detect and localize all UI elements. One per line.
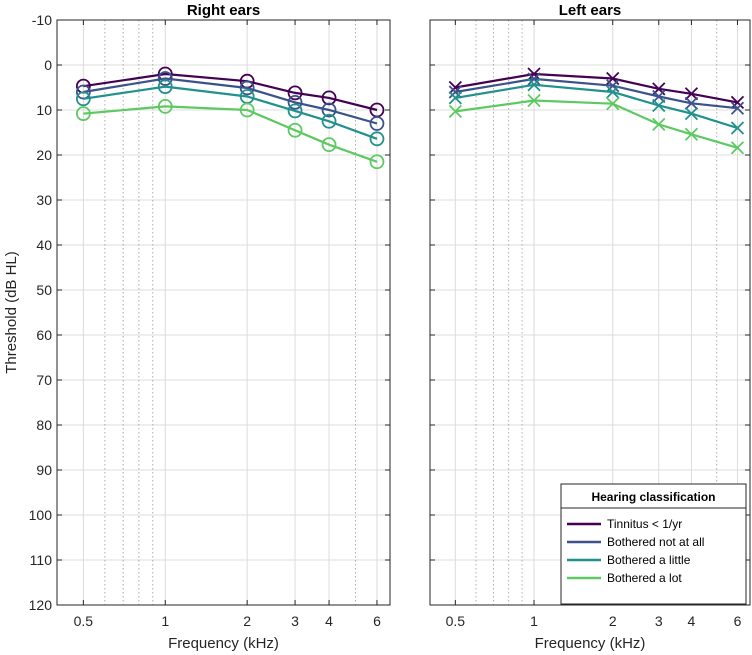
y-tick-label: 40 (36, 237, 52, 253)
right-ears-x-tick-label: 4 (325, 613, 333, 629)
right-ears-series-line (83, 105, 378, 163)
right-ears-x-tick-label: 3 (291, 613, 299, 629)
y-tick-label: 70 (36, 372, 52, 388)
y-tick-label: 10 (36, 102, 52, 118)
y-tick-label: 20 (36, 147, 52, 163)
right-ears-data-point (369, 131, 385, 147)
right-ears-title: Right ears (187, 2, 260, 19)
left-ears-data-point (684, 106, 699, 121)
left-ears-series-line (455, 99, 738, 149)
right-ears-data-point (239, 102, 255, 118)
y-tick-label: 80 (36, 417, 52, 433)
right-ears-x-tick-label: 2 (243, 613, 251, 629)
left-ears-data-point (527, 67, 541, 81)
y-tick-label: 0 (44, 57, 52, 73)
left-ears-x-tick-label: 3 (655, 613, 663, 629)
left-ears-data-point (684, 87, 699, 101)
right-ears-x-axis-label: Frequency (kHz) (168, 635, 279, 652)
left-ears-data-point (527, 72, 541, 86)
left-ears-data-point (606, 97, 620, 111)
right-ears-series-line (83, 77, 378, 125)
left-ears-data-point (652, 98, 666, 113)
right-ears-series-line (83, 72, 378, 112)
left-ears-data-point (448, 91, 462, 105)
y-tick-label: 120 (29, 597, 53, 613)
legend-item-label: Bothered not at all (607, 535, 704, 549)
left-ears-x-tick-label: 4 (688, 613, 696, 629)
left-ears-data-point (606, 79, 620, 93)
left-ears-title: Left ears (559, 2, 622, 19)
right-ears-data-point (75, 91, 91, 107)
right-ears-x-tick-label: 1 (161, 613, 169, 629)
right-ears-data-point (287, 103, 303, 119)
y-tick-label: 110 (30, 552, 53, 568)
left-ears-data-point (527, 78, 541, 92)
right-ears-axes-box (56, 19, 391, 606)
left-ears-x-tick-label: 6 (734, 613, 742, 629)
right-ears-data-point (157, 79, 173, 94)
legend-box (560, 483, 747, 605)
right-ears-x-tick-label: 6 (373, 613, 381, 629)
legend-item-label: Bothered a lot (607, 571, 682, 585)
left-ears-data-point (730, 121, 745, 135)
legend-item-label: Bothered a little (607, 553, 691, 567)
right-ears-data-point (369, 154, 385, 170)
right-ears-data-point (287, 94, 303, 110)
left-ears-axes-box (429, 19, 751, 606)
right-ears-data-point (75, 106, 91, 121)
right-ears-data-point (157, 99, 173, 114)
left-ears-data-point (730, 101, 745, 115)
right-ears-data-point (287, 122, 303, 138)
left-ears-data-point (527, 93, 541, 108)
y-axis-label: Threshold (dB HL) (3, 251, 20, 374)
left-ears-data-point (448, 104, 462, 118)
left-ears-data-point (730, 141, 745, 155)
right-ears-data-point (239, 80, 255, 96)
left-ears-data-point (684, 96, 699, 110)
right-ears-series-line (83, 85, 378, 140)
legend-item-label: Tinnitus < 1/yr (607, 517, 682, 531)
left-ears-x-tick-label: 1 (530, 613, 538, 629)
y-tick-label: -10 (32, 12, 52, 28)
left-ears-data-point (684, 127, 699, 141)
right-ears-data-point (157, 71, 173, 86)
right-ears-data-point (369, 116, 385, 131)
y-tick-label: 100 (29, 507, 53, 523)
left-ears-x-tick-label: 0.5 (446, 613, 466, 629)
right-ears-data-point (321, 102, 337, 118)
left-ears-series-line (455, 72, 738, 104)
left-ears-x-axis-label: Frequency (kHz) (535, 635, 646, 652)
right-ears-data-point (287, 85, 303, 101)
right-ears-x-tick-label: 0.5 (74, 613, 94, 629)
y-tick-label: 30 (36, 192, 52, 208)
right-ears-data-point (321, 137, 337, 153)
left-ears-data-point (730, 95, 745, 109)
left-ears-series-line (455, 77, 738, 110)
left-ears-data-point (606, 85, 620, 99)
y-tick-label: 50 (36, 282, 52, 298)
y-tick-label: 60 (36, 327, 52, 343)
legend-title: Hearing classification (591, 490, 715, 504)
left-ears-series-line (455, 83, 738, 130)
y-tick-label: 90 (36, 462, 52, 478)
left-ears-data-point (448, 85, 462, 99)
left-ears-data-point (652, 117, 666, 132)
right-ears-data-point (321, 113, 337, 129)
left-ears-x-tick-label: 2 (609, 613, 617, 629)
